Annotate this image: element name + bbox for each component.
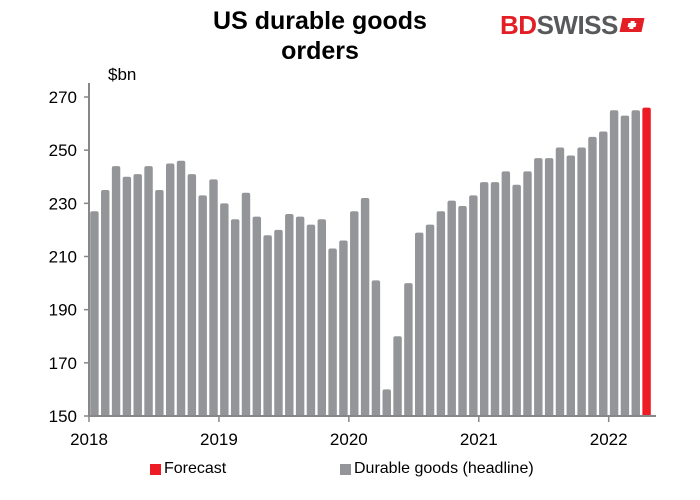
bar xyxy=(404,283,413,416)
bar xyxy=(133,174,142,416)
bar xyxy=(371,280,381,416)
bar xyxy=(165,163,175,416)
bar xyxy=(90,211,99,416)
bar xyxy=(176,160,186,416)
y-tick-label: 210 xyxy=(49,248,77,267)
bar xyxy=(490,182,500,416)
bar xyxy=(393,336,402,416)
bar xyxy=(599,131,608,416)
bar xyxy=(144,166,153,416)
bar xyxy=(285,213,294,416)
bar xyxy=(544,158,554,416)
bar xyxy=(274,229,283,416)
y-tick-label: 150 xyxy=(49,407,77,426)
bar xyxy=(122,176,132,416)
bar xyxy=(577,147,586,416)
bar xyxy=(555,147,565,416)
bar xyxy=(534,158,543,416)
x-tick-label: 2021 xyxy=(460,430,498,449)
bar xyxy=(609,110,619,417)
bar xyxy=(209,179,218,416)
bar xyxy=(447,200,456,416)
legend-swatch-forecast xyxy=(150,463,161,475)
bar xyxy=(469,195,478,416)
y-tick-label: 250 xyxy=(49,141,77,160)
bdswiss-logo: BDSWISS xyxy=(500,10,645,41)
bar xyxy=(360,198,370,416)
y-tick-label: 190 xyxy=(49,301,77,320)
bar xyxy=(436,211,446,416)
bar xyxy=(155,190,164,416)
y-axis-label: $bn xyxy=(108,65,136,84)
bar xyxy=(252,216,262,416)
x-tick-label: 2018 xyxy=(70,430,108,449)
legend-swatch-durable-goods xyxy=(340,463,351,475)
bar xyxy=(523,171,532,416)
bar xyxy=(295,216,305,416)
bar xyxy=(220,203,229,416)
bar xyxy=(317,219,326,416)
bar xyxy=(588,136,597,416)
chart-title: US durable goods orders xyxy=(213,7,427,65)
forecast-bar xyxy=(642,107,651,416)
bar xyxy=(350,211,359,416)
bar xyxy=(263,235,272,416)
bar xyxy=(620,115,630,416)
legend-durable-goods: Durable goods (headline) xyxy=(340,460,534,478)
bar xyxy=(101,190,110,416)
bar xyxy=(458,205,467,416)
bar xyxy=(306,224,316,416)
x-tick-label: 2020 xyxy=(330,430,368,449)
legend-label-durable-goods: Durable goods (headline) xyxy=(354,460,534,477)
bar xyxy=(479,182,489,416)
legend-forecast: Forecast xyxy=(150,460,226,478)
x-tick-label: 2019 xyxy=(200,430,238,449)
bar xyxy=(241,192,251,416)
bar xyxy=(631,110,640,417)
x-tick-label: 2022 xyxy=(590,430,628,449)
bar xyxy=(382,389,391,416)
y-tick-label: 270 xyxy=(49,88,77,107)
bar xyxy=(339,240,348,416)
bar xyxy=(415,232,424,416)
bar xyxy=(198,195,207,416)
bar xyxy=(230,219,240,416)
legend-label-forecast: Forecast xyxy=(164,460,227,477)
y-tick-label: 170 xyxy=(49,354,77,373)
y-tick-label: 230 xyxy=(49,194,77,213)
bar xyxy=(187,174,197,416)
bar xyxy=(501,171,511,416)
bar xyxy=(111,166,121,416)
bar xyxy=(328,248,337,416)
bar xyxy=(512,184,521,416)
bar xyxy=(425,224,435,416)
bar xyxy=(566,155,576,416)
